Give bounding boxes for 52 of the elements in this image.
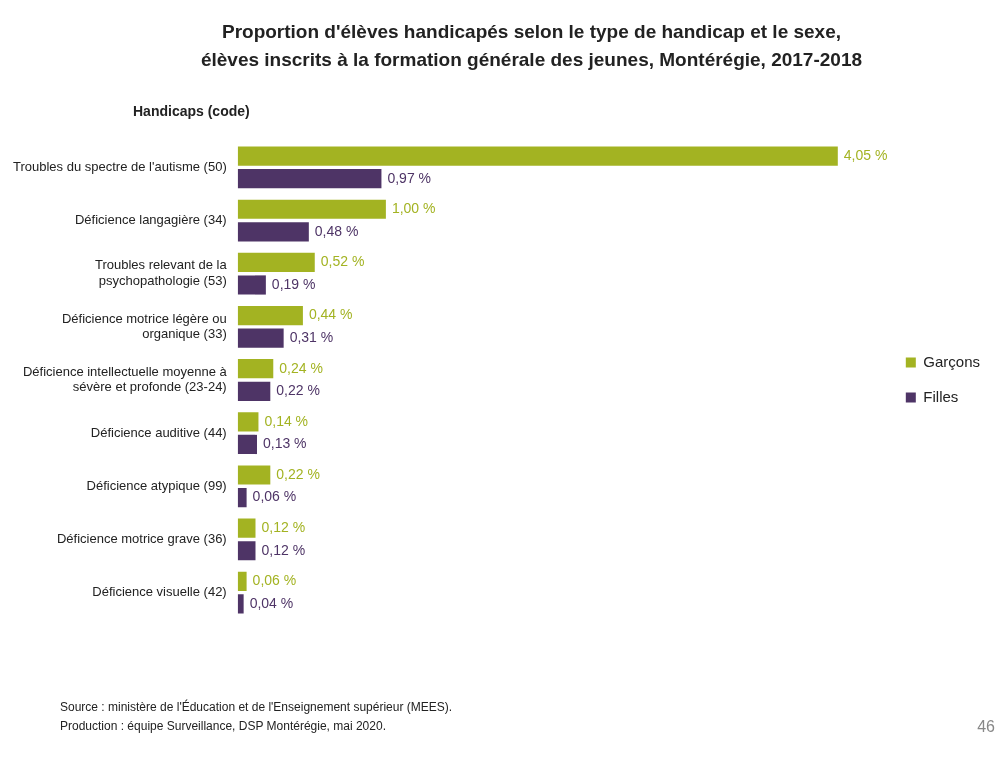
data-label: 0,44 % xyxy=(308,306,353,323)
data-label: 0,31 % xyxy=(289,329,334,345)
data-label: 1,00 % xyxy=(391,200,436,217)
data-label: 0,13 % xyxy=(262,435,307,452)
chart-title: Proportion d'élèves handicapés selon le type de handicap et le sexe, élèves inscrits à la formation générale des jeunes, Montérégie, 2017-2018 xyxy=(199,20,864,72)
bar xyxy=(237,412,259,432)
y-tick-label: Déficience visuelle (42) xyxy=(92,584,227,600)
data-label: 0,12 % xyxy=(261,519,306,536)
bar xyxy=(237,594,244,614)
data-label: 0,48 % xyxy=(314,222,359,239)
bar xyxy=(237,434,257,455)
data-label: 0,24 % xyxy=(279,359,323,376)
data-label: 0,52 % xyxy=(320,253,365,270)
data-label: 0,06 % xyxy=(252,488,297,505)
data-label: 4,05 % xyxy=(843,146,888,163)
data-label: 0,12 % xyxy=(261,541,306,558)
y-tick-label: Troubles relevant de la psychopathologie (53) xyxy=(94,257,228,289)
source-note: Source : ministère de l'Éducation et de l'Enseignement supérieur (MEES). xyxy=(60,698,453,716)
bar xyxy=(237,488,247,508)
y-tick-label: Déficience motrice grave (36) xyxy=(56,531,227,547)
text: 46 xyxy=(977,718,995,736)
bar xyxy=(237,252,315,272)
y-tick-label: Déficience auditive (44) xyxy=(90,424,227,440)
y-axis-title: Handicaps (code) xyxy=(133,103,250,119)
bar xyxy=(237,571,247,591)
text: Production : équipe Surveillance, DSP Montérégie, mai 2020. xyxy=(60,718,387,735)
bar xyxy=(237,359,274,379)
bar xyxy=(237,305,303,326)
data-label: 0,14 % xyxy=(264,412,309,429)
bar xyxy=(237,381,271,401)
data-label: 0,19 % xyxy=(271,275,316,292)
y-tick-label: Déficience langagière (34) xyxy=(74,212,227,228)
y-tick-label: Déficience intellectuelle moyenne à sévère et profonde (23-24) xyxy=(22,363,228,395)
bar xyxy=(237,169,382,189)
y-tick-label: Déficience motrice légère ou organique (33) xyxy=(61,310,227,342)
legend-label: Filles xyxy=(923,387,959,405)
bar xyxy=(237,465,271,485)
data-label: 0,97 % xyxy=(387,169,432,186)
bar xyxy=(237,222,309,242)
data-label: 0,22 % xyxy=(276,382,320,399)
data-label: 0,06 % xyxy=(252,572,297,589)
bar xyxy=(237,275,266,295)
data-label: 0,22 % xyxy=(276,465,320,482)
legend-label: Garçons xyxy=(923,352,981,370)
bar xyxy=(237,199,386,219)
bar xyxy=(237,328,284,348)
data-label: 0,04 % xyxy=(249,594,294,611)
bar xyxy=(237,518,256,538)
y-tick-label: Déficience atypique (99) xyxy=(86,477,227,493)
bar xyxy=(237,541,256,561)
y-tick-label: Troubles du spectre de l'autisme (50) xyxy=(12,158,227,174)
bar xyxy=(237,146,838,166)
